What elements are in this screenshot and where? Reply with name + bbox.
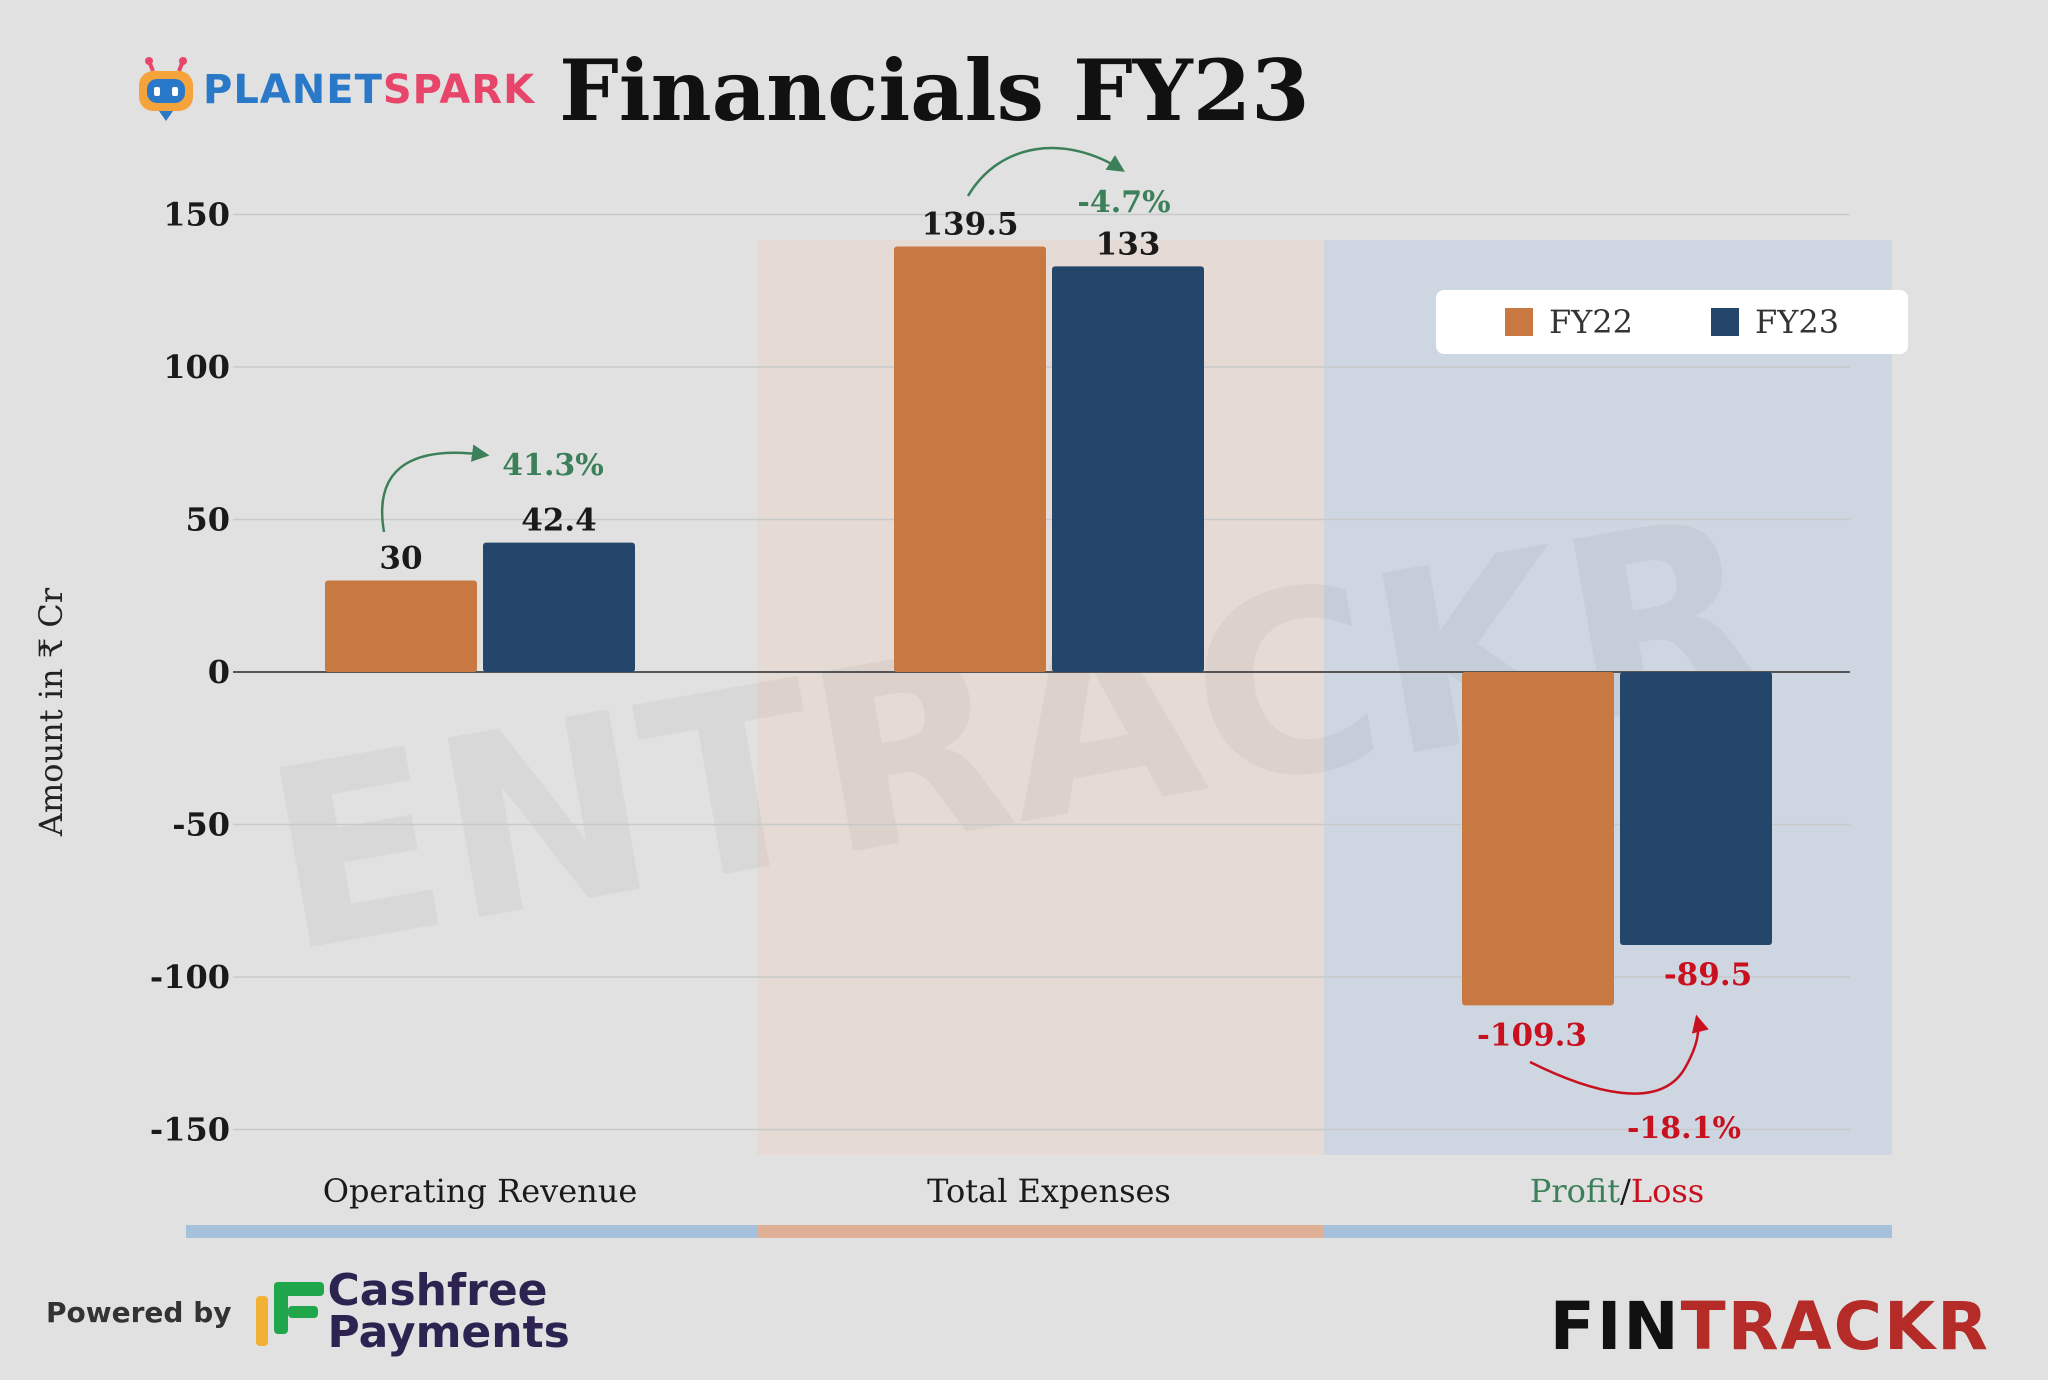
x-label-2: Profit/Loss	[1530, 1172, 1704, 1210]
y-tick-label: -100	[150, 958, 230, 996]
bar-fy22-2	[1462, 672, 1614, 1006]
loss-text: Loss	[1631, 1172, 1704, 1210]
page-title: Financials FY23	[559, 40, 1310, 140]
bottom-band-1	[757, 1225, 1324, 1238]
bar-fy22-0	[325, 580, 477, 672]
bar-fy23-2	[1620, 672, 1772, 945]
legend-label-fy22: FY22	[1548, 303, 1633, 341]
legend-swatch-fy23	[1711, 308, 1739, 336]
revenue-change-label: 41.3%	[502, 448, 604, 483]
profit-change-label: -18.1%	[1627, 1111, 1741, 1146]
value-label-fy22-2: -109.3	[1477, 1017, 1587, 1053]
bar-fy22-1	[894, 246, 1046, 672]
publisher-name-part2: TRACKR	[1680, 1288, 1990, 1365]
y-axis-label: Amount in ₹ Cr	[32, 587, 70, 837]
brand-name-part2: SPARK	[382, 67, 536, 113]
y-tick-label: 150	[163, 196, 230, 234]
brand-name-part1: PLANET	[203, 67, 383, 113]
legend-swatch-fy22	[1504, 308, 1533, 336]
y-tick-label: 0	[208, 653, 230, 691]
x-label-1: Total Expenses	[927, 1172, 1171, 1210]
sponsor-credit: Powered by Cashfree Payments	[46, 1265, 570, 1358]
planetspark-logo: PLANETSPARK	[135, 57, 535, 123]
legend-label-fy23: FY23	[1755, 303, 1840, 341]
bar-fy23-1	[1052, 266, 1204, 672]
bottom-color-bands	[186, 1225, 1892, 1238]
sponsor-name: Cashfree Payments	[327, 1265, 570, 1358]
x-label-0: Operating Revenue	[323, 1172, 638, 1210]
publisher-logo: FINTRACKR	[1550, 1288, 1990, 1365]
y-tick-label: 50	[185, 501, 230, 539]
y-tick-label: -50	[172, 806, 230, 844]
profit-text: Profit	[1530, 1172, 1620, 1210]
brand-name: PLANETSPARK	[203, 67, 535, 113]
y-tick-label: 100	[163, 348, 230, 386]
profit-change-arrow	[1529, 1014, 1709, 1095]
sponsor-name-line1: Cashfree	[327, 1265, 548, 1316]
value-label-fy23-1: 133	[1096, 226, 1161, 262]
bottom-band-2	[1324, 1225, 1892, 1238]
cashfree-logo-icon	[255, 1282, 324, 1346]
y-tick-label: -150	[150, 1111, 230, 1149]
header: PLANETSPARK Financials FY23	[135, 30, 1310, 150]
bottom-band-0	[186, 1225, 757, 1238]
bar-fy23-0	[483, 542, 635, 672]
expenses-change-arrow	[966, 146, 1125, 197]
bars	[325, 246, 1772, 1006]
value-label-fy22-1: 139.5	[921, 207, 1018, 243]
value-labels: 30 139.5 -109.3 42.4 133 -89.5	[379, 207, 1752, 1054]
value-label-fy23-2: -89.5	[1664, 957, 1752, 993]
powered-by-label: Powered by	[46, 1295, 232, 1329]
value-label-fy22-0: 30	[379, 541, 422, 577]
chart-legend: FY22 FY23	[1436, 290, 1908, 354]
value-label-fy23-0: 42.4	[521, 503, 597, 539]
robot-icon	[139, 57, 193, 121]
x-axis-labels: Operating Revenue Total Expenses Profit/Lo…	[323, 1172, 1705, 1210]
legend-item-fy23: FY23	[1711, 303, 1839, 341]
sponsor-name-line2: Payments	[327, 1307, 570, 1358]
revenue-change-arrow	[381, 444, 490, 533]
publisher-name-part1: FIN	[1549, 1288, 1681, 1365]
separator-text: /	[1620, 1172, 1631, 1210]
legend-item-fy22: FY22	[1504, 303, 1633, 341]
expenses-change-label: -4.7%	[1077, 185, 1170, 220]
y-axis-ticks: 150 100 50 0 -50 -100 -150	[150, 196, 230, 1149]
